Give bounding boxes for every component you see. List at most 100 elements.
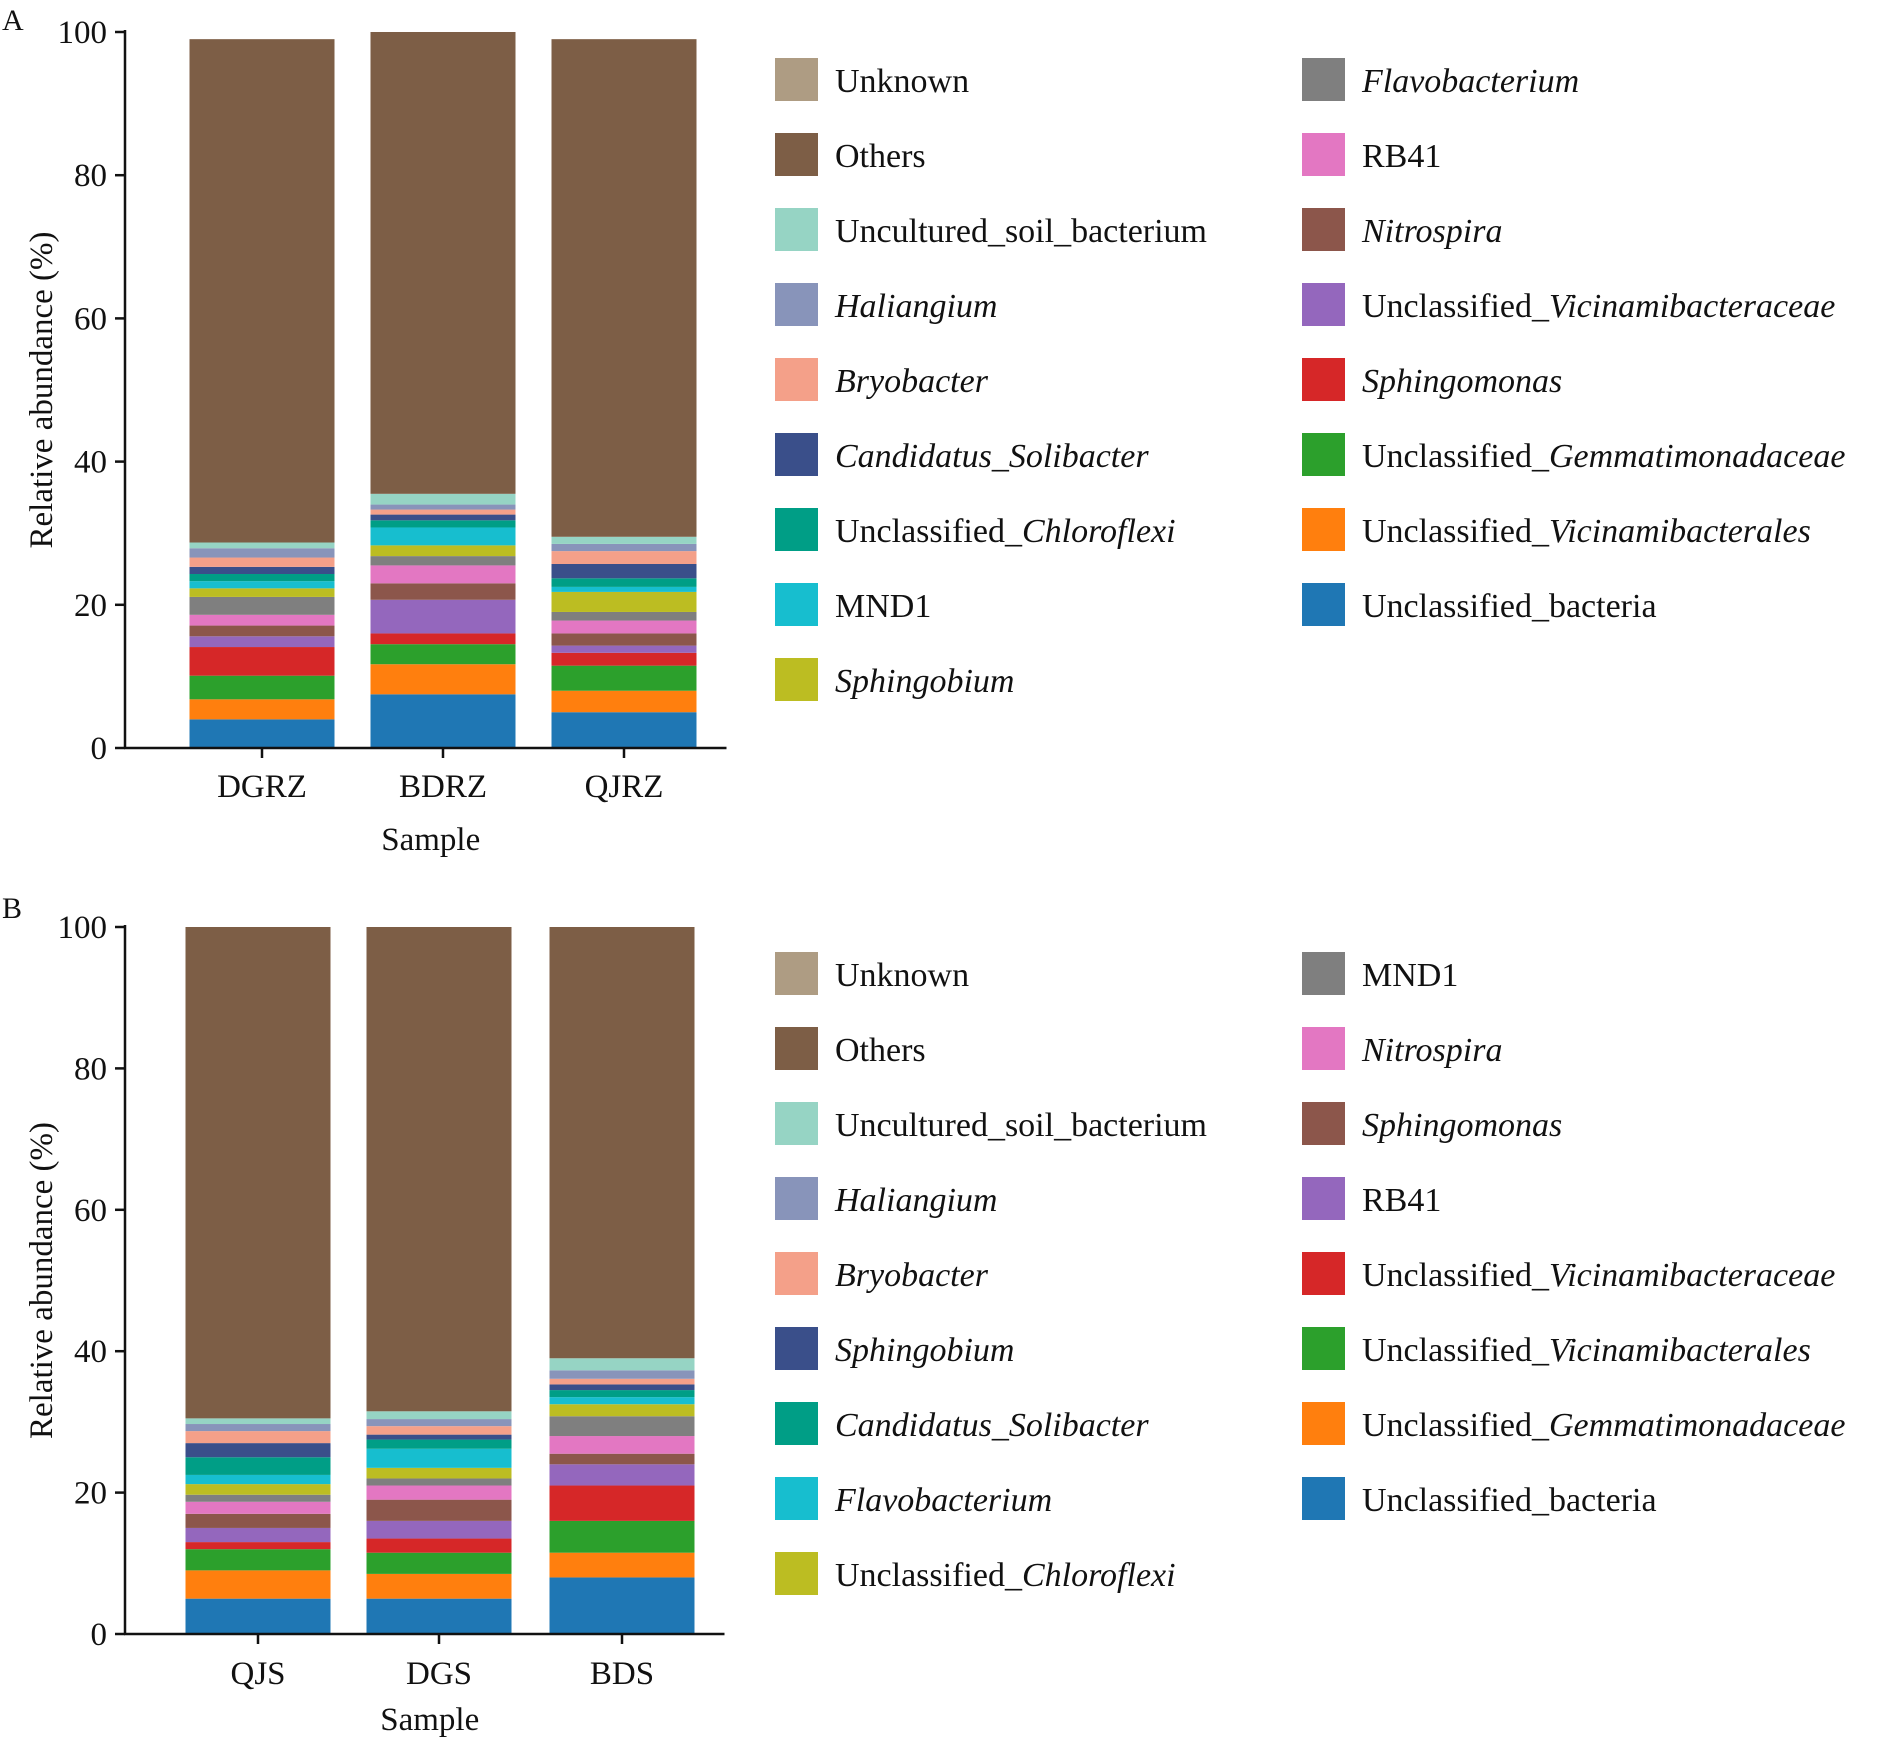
legend-label-haliangium: Haliangium [834, 1182, 997, 1219]
bar-segment-dgs-rb41 [366, 1520, 512, 1539]
bar-segment-qjs-unclassified-vicinamibacterales [185, 1549, 331, 1571]
panel-a-x-tick-label-dgrz: DGRZ [217, 769, 307, 805]
bar-segment-qjrz-candidatus-solibacter [551, 563, 697, 579]
legend-swatch-unclassified-chloroflexi [775, 508, 818, 551]
bar-segment-bds-sphingomonas [549, 1453, 695, 1465]
legend-item-rb41: RB41 [1302, 133, 1441, 176]
legend-swatch-mnd1 [775, 583, 818, 626]
legend-item-unknown: Unknown [775, 952, 969, 995]
legend-label-nitrospira: Nitrospira [1361, 1032, 1502, 1069]
bar-segment-dgs-sphingobium [366, 1434, 512, 1440]
bar-segment-dgrz-bryobacter [189, 557, 335, 567]
legend-label-haliangium: Haliangium [834, 288, 997, 325]
legend-label-others: Others [835, 138, 926, 175]
legend-swatch-rb41 [1302, 133, 1345, 176]
bar-segment-qjrz-others [551, 39, 697, 537]
legend-item-unclassified-vicinamibacteraceae: Unclassified_Vicinamibacteraceae [1302, 1252, 1835, 1295]
bar-segment-qjrz-unclassified-gemmatimonadaceae [551, 665, 697, 691]
legend-item-unclassified-vicinamibacterales: Unclassified_Vicinamibacterales [1302, 508, 1811, 551]
legend-label-uncultured-soil-bacterium: Uncultured_soil_bacterium [835, 213, 1207, 250]
bar-segment-qjs-haliangium [185, 1424, 331, 1432]
bar-segment-dgrz-nitrospira [189, 625, 335, 637]
legend-swatch-mnd1 [1302, 952, 1345, 995]
bar-segment-qjrz-nitrospira [551, 633, 697, 646]
bar-segment-qjs-candidatus-solibacter [185, 1457, 331, 1475]
bar-segment-dgs-sphingomonas [366, 1499, 512, 1521]
bar-segment-dgrz-unclassified-vicinamibacterales [189, 699, 335, 720]
bar-segment-dgs-unclassified-vicinamibacterales [366, 1552, 512, 1574]
legend-label-sphingomonas: Sphingomonas [1362, 1107, 1562, 1144]
bar-segment-bdrz-mnd1 [370, 527, 516, 546]
legend-swatch-candidatus-solibacter [775, 1402, 818, 1445]
legend-swatch-uncultured-soil-bacterium [775, 208, 818, 251]
bar-segment-qjrz-unclassified-bacteria [551, 712, 697, 748]
bar-segment-dgrz-uncultured-soil-bacterium [189, 542, 335, 549]
bar-segment-dgs-unclassified-bacteria [366, 1598, 512, 1634]
bar-segment-bds-unclassified-vicinamibacteraceae [549, 1485, 695, 1521]
bar-segment-dgrz-sphingobium [189, 588, 335, 597]
bar-segment-dgrz-mnd1 [189, 581, 335, 589]
legend-swatch-haliangium [775, 1177, 818, 1220]
bar-segment-dgs-mnd1 [366, 1478, 512, 1486]
bar-segment-dgrz-candidatus-solibacter [189, 566, 335, 575]
bar-segment-qjs-unclassified-vicinamibacteraceae [185, 1542, 331, 1550]
legend-swatch-bryobacter [775, 358, 818, 401]
legend-item-unclassified-gemmatimonadaceae: Unclassified_Gemmatimonadaceae [1302, 1402, 1845, 1445]
panel-b-bars [185, 927, 695, 1634]
bar-segment-dgs-unclassified-vicinamibacteraceae [366, 1538, 512, 1553]
bar-segment-bdrz-unclassified-vicinamibacteraceae [370, 599, 516, 634]
legend-item-sphingobium: Sphingobium [775, 658, 1014, 701]
legend-label-unclassified-vicinamibacterales: Unclassified_Vicinamibacterales [1362, 1332, 1811, 1369]
bar-segment-dgrz-unclassified-gemmatimonadaceae [189, 675, 335, 700]
bar-segment-bdrz-haliangium [370, 504, 516, 510]
bar-segment-qjrz-sphingomonas [551, 652, 697, 666]
panel-b-legend: Unknown Others Uncultured_soil_bacterium Ha… [775, 952, 1845, 1595]
panel-b-chart: B 0 20 40 60 80 100 QJS DGS BDS Sample Relative abu… [2, 892, 1845, 1738]
legend-label-unknown: Unknown [835, 957, 969, 994]
legend-label-unclassified-chloroflexi: Unclassified_Chloroflexi [835, 1557, 1176, 1594]
bar-segment-qjs-sphingobium [185, 1443, 331, 1458]
bar-segment-dgrz-unclassified-vicinamibacteraceae [189, 636, 335, 648]
bar-segment-dgs-candidatus-solibacter [366, 1439, 512, 1449]
legend-item-uncultured-soil-bacterium: Uncultured_soil_bacterium [775, 208, 1207, 251]
legend-swatch-sphingobium [775, 1327, 818, 1370]
legend-item-unknown: Unknown [775, 58, 969, 101]
legend-swatch-haliangium [775, 283, 818, 326]
legend-swatch-unknown [775, 952, 818, 995]
legend-swatch-unclassified-gemmatimonadaceae [1302, 1402, 1345, 1445]
bar-segment-qjs-uncultured-soil-bacterium [185, 1418, 331, 1425]
bar-segment-bds-uncultured-soil-bacterium [549, 1358, 695, 1371]
legend-swatch-others [775, 1027, 818, 1070]
legend-label-mnd1: MND1 [1362, 957, 1458, 994]
legend-item-unclassified-chloroflexi: Unclassified_Chloroflexi [775, 1552, 1176, 1595]
panel-b-x-axis-title: Sample [380, 1702, 479, 1738]
bar-segment-dgrz-unclassified-chloroflexi [189, 574, 335, 582]
panel-b-y-tick-label-80: 80 [74, 1051, 107, 1087]
legend-swatch-unclassified-vicinamibacteraceae [1302, 1252, 1345, 1295]
legend-swatch-sphingomonas [1302, 358, 1345, 401]
bar-segment-dgs-nitrospira [366, 1485, 512, 1500]
bar-segment-dgs-flavobacterium [366, 1448, 512, 1468]
bar-segment-bdrz-unclassified-gemmatimonadaceae [370, 644, 516, 665]
bar-segment-bdrz-unclassified-vicinamibacterales [370, 664, 516, 695]
legend-item-others: Others [775, 133, 926, 176]
bar-segment-bds-mnd1 [549, 1416, 695, 1437]
bar-segment-dgrz-unclassified-bacteria [189, 719, 335, 748]
bar-segment-bds-unclassified-bacteria [549, 1577, 695, 1634]
legend-label-unclassified-gemmatimonadaceae: Unclassified_Gemmatimonadaceae [1362, 438, 1845, 475]
legend-item-nitrospira: Nitrospira [1302, 208, 1502, 251]
legend-swatch-candidatus-solibacter [775, 433, 818, 476]
bar-segment-dgs-others [366, 927, 512, 1412]
legend-item-mnd1: MND1 [1302, 952, 1458, 995]
bar-segment-bds-unclassified-chloroflexi [549, 1404, 695, 1417]
legend-swatch-unclassified-chloroflexi [775, 1552, 818, 1595]
bar-segment-qjrz-sphingobium [551, 591, 697, 612]
panel-b-y-tick-label-20: 20 [74, 1476, 107, 1512]
legend-label-sphingomonas: Sphingomonas [1362, 363, 1562, 400]
bar-segment-bds-sphingobium [549, 1384, 695, 1391]
legend-label-unclassified-bacteria: Unclassified_bacteria [1362, 1482, 1657, 1519]
panel-b-x-tick-label-dgs: DGS [406, 1656, 472, 1692]
legend-label-sphingobium: Sphingobium [835, 663, 1014, 700]
legend-label-bryobacter: Bryobacter [835, 363, 989, 400]
